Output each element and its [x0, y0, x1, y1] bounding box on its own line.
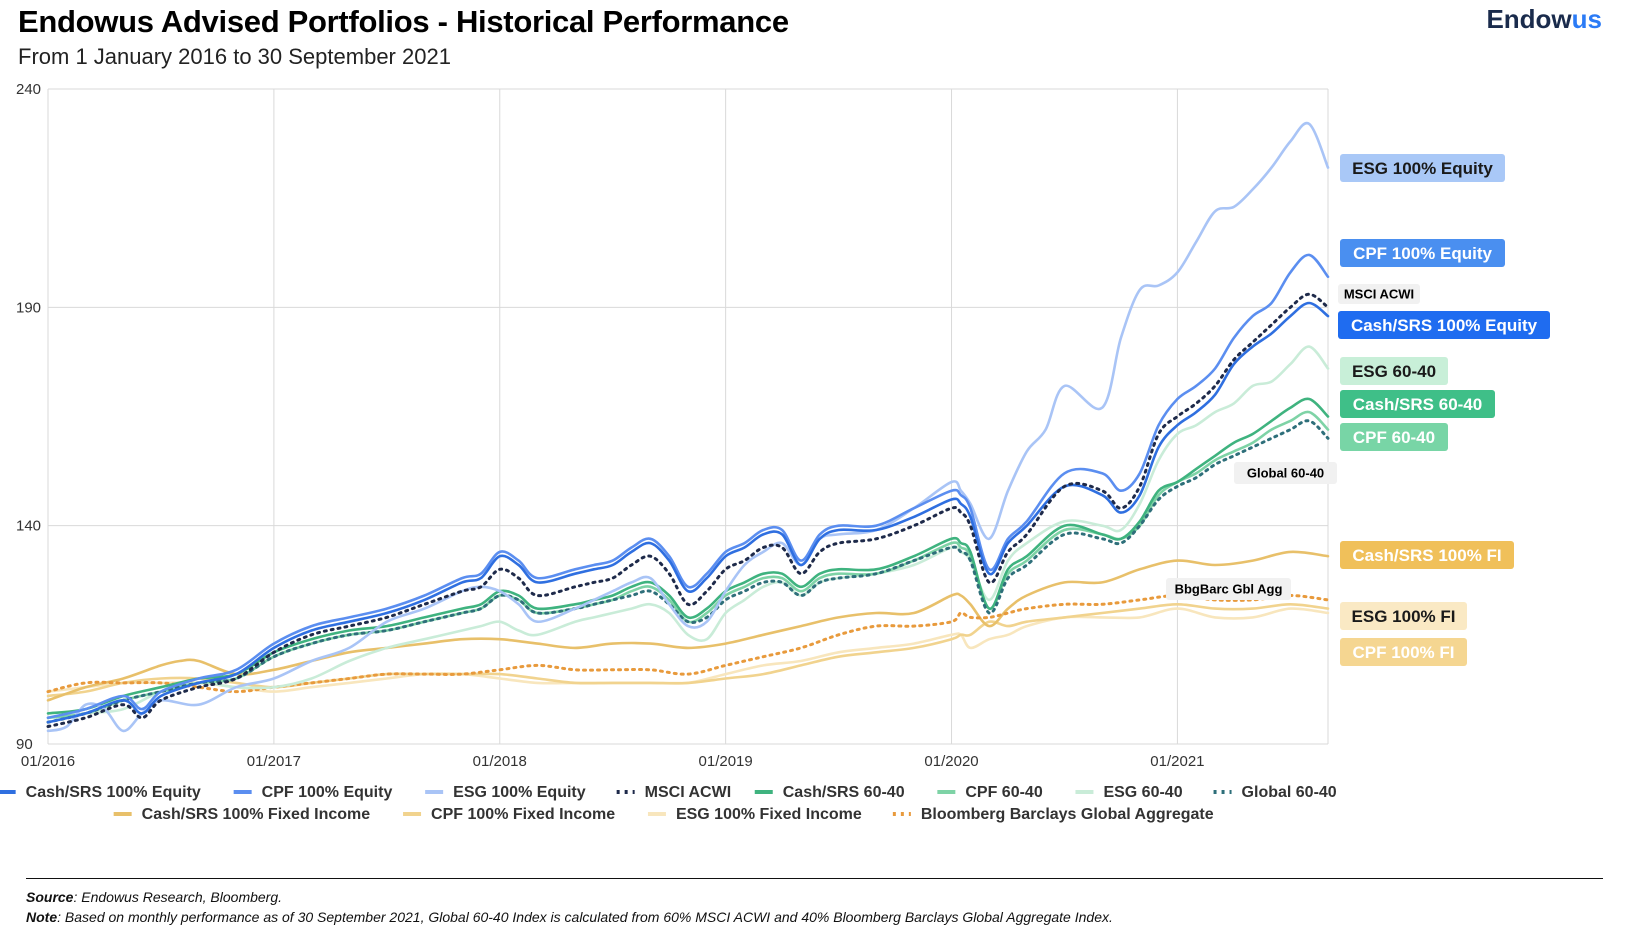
end-label-tag: CPF 100% FI — [1340, 638, 1467, 666]
endowus-logo: Endowus — [1486, 4, 1602, 35]
legend-item: ESG 60-40 — [1075, 784, 1183, 801]
legend-item: Cash/SRS 60-40 — [754, 784, 905, 801]
end-label-tag: CPF 60-40 — [1340, 423, 1448, 451]
logo-text: Endow — [1486, 4, 1572, 34]
legend-label: ESG 100% Fixed Income — [676, 806, 862, 823]
source-label: Source — [26, 889, 74, 905]
end-label-tag: Cash/SRS 100% Equity — [1338, 311, 1550, 339]
series-layer — [46, 121, 1330, 733]
legend-item: Global 60-40 — [1213, 784, 1337, 801]
legend-label: Bloomberg Barclays Global Aggregate — [921, 806, 1214, 823]
end-label-text: BbgBarc Gbl Agg — [1175, 582, 1283, 597]
x-tick-label: 01/2020 — [924, 753, 978, 770]
y-tick-label: 90 — [16, 736, 33, 753]
end-label-tag: CPF 100% Equity — [1340, 239, 1505, 267]
x-tick-label: 01/2019 — [699, 753, 753, 770]
end-label-tag: ESG 60-40 — [1340, 357, 1448, 385]
x-tick-label: 01/2021 — [1150, 753, 1204, 770]
end-label-text: Cash/SRS 100% Equity — [1351, 316, 1538, 335]
end-label-bg — [1340, 390, 1495, 418]
legend-label: Global 60-40 — [1242, 784, 1337, 801]
end-label-text: ESG 60-40 — [1352, 362, 1436, 381]
legend-label: Cash/SRS 100% Equity — [26, 784, 201, 801]
x-tick-label: 01/2016 — [21, 753, 75, 770]
end-label-bg — [1340, 154, 1505, 182]
legend-item: ESG 100% Equity — [425, 784, 586, 801]
end-label-tag: ESG 100% FI — [1340, 602, 1467, 630]
end-label-text: ESG 100% FI — [1352, 607, 1456, 626]
legend-label: Cash/SRS 60-40 — [783, 784, 905, 801]
legend-label: CPF 60-40 — [965, 784, 1042, 801]
end-label-bg — [1340, 357, 1448, 385]
end-label-tag: Cash/SRS 60-40 — [1340, 390, 1495, 418]
legend-label: CPF 100% Equity — [262, 784, 393, 801]
legend-item: CPF 60-40 — [937, 784, 1043, 801]
footer-divider — [26, 878, 1603, 879]
legend-label: MSCI ACWI — [645, 784, 732, 801]
end-label-tag: MSCI ACWI — [1338, 284, 1420, 304]
legend-item: Cash/SRS 100% Fixed Income — [113, 806, 371, 823]
end-label-text: Cash/SRS 100% FI — [1352, 546, 1501, 565]
end-label-text: Cash/SRS 60-40 — [1353, 395, 1482, 414]
note-label: Note — [26, 909, 58, 925]
end-label-tag: Cash/SRS 100% FI — [1340, 541, 1514, 569]
series-line — [46, 419, 1330, 724]
end-label-bg — [1234, 462, 1337, 484]
series-line — [46, 397, 1330, 715]
series-line — [46, 253, 1330, 720]
series-line — [46, 345, 1330, 720]
legend-label: Cash/SRS 100% Fixed Income — [142, 806, 371, 823]
legend-layer: Cash/SRS 100% Equity CPF 100% Equity ESG 1… — [0, 784, 1337, 823]
x-tick-label: 01/2018 — [473, 753, 527, 770]
end-label-text: Global 60-40 — [1247, 466, 1324, 481]
grid-layer — [47, 88, 1329, 745]
end-label-bg — [1166, 578, 1291, 600]
end-label-bg — [1338, 284, 1420, 304]
end-label-bg — [1338, 311, 1550, 339]
end-label-text: CPF 100% FI — [1352, 643, 1454, 662]
note-text: : Based on monthly performance as of 30 … — [57, 909, 1113, 925]
series-line — [46, 121, 1330, 733]
axis-layer: 90 140 190 240 01/2016 01/2017 01/2018 01/2019 0… — [16, 81, 1205, 770]
legend-label: CPF 100% Fixed Income — [431, 806, 615, 823]
end-label-bg — [1340, 239, 1505, 267]
end-label-text: CPF 60-40 — [1353, 428, 1435, 447]
chart-subtitle: From 1 January 2016 to 30 September 2021 — [18, 44, 451, 69]
source-note: Source: Endowus Research, Bloomberg. — [26, 889, 282, 905]
chart-title: Endowus Advised Portfolios - Historical … — [18, 4, 789, 39]
legend-item: Bloomberg Barclays Global Aggregate — [892, 806, 1214, 823]
end-label-tag: Global 60-40 — [1234, 462, 1337, 484]
end-label-tag: ESG 100% Equity — [1340, 154, 1505, 182]
legend-item: CPF 100% Fixed Income — [403, 806, 615, 823]
end-label-bg — [1340, 638, 1467, 666]
logo-accent-text: us — [1571, 4, 1602, 34]
series-line — [46, 292, 1330, 728]
legend-label: ESG 100% Equity — [453, 784, 586, 801]
series-line — [46, 607, 1330, 693]
legend-item: ESG 100% Fixed Income — [647, 806, 862, 823]
end-label-bg — [1340, 541, 1514, 569]
end-label-text: ESG 100% Equity — [1352, 159, 1493, 178]
end-label-layer: Cash/SRS 100% Equity CPF 100% Equity ESG 1… — [1166, 154, 1550, 666]
end-label-tag: BbgBarc Gbl Agg — [1166, 578, 1291, 600]
end-label-text: CPF 100% Equity — [1353, 244, 1492, 263]
y-tick-label: 140 — [16, 518, 41, 535]
legend-label: ESG 60-40 — [1103, 784, 1182, 801]
series-line — [46, 301, 1330, 724]
end-label-bg — [1340, 423, 1448, 451]
source-text: : Endowus Research, Bloomberg. — [73, 889, 283, 905]
y-tick-label: 190 — [16, 299, 41, 316]
end-label-bg — [1340, 602, 1467, 630]
legend-item: Cash/SRS 100% Equity — [0, 784, 201, 801]
legend-item: CPF 100% Equity — [233, 784, 393, 801]
legend-item: MSCI ACWI — [616, 784, 732, 801]
y-tick-label: 240 — [16, 81, 41, 98]
footnote: Note: Based on monthly performance as of… — [26, 909, 1113, 925]
x-tick-label: 01/2017 — [247, 753, 301, 770]
end-label-text: MSCI ACWI — [1344, 287, 1414, 302]
